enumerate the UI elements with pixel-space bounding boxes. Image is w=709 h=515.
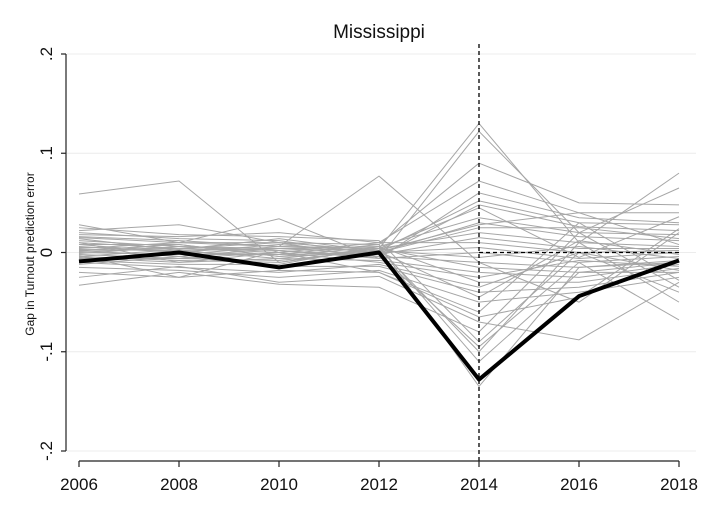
y-axis-label: Gap in Turnout prediction error	[23, 172, 37, 335]
reference-lines	[478, 44, 679, 461]
placebo-series-line	[78, 175, 680, 303]
x-tick-label: 2010	[260, 475, 298, 494]
placebo-series-line	[78, 255, 680, 293]
placebo-series-line	[79, 251, 680, 278]
x-tick-label: 2008	[160, 475, 198, 494]
chart-title: Mississippi	[333, 22, 425, 43]
x-tick-label: 2018	[660, 475, 698, 494]
y-tick-label: 0	[37, 248, 56, 257]
placebo-series-line	[78, 265, 680, 341]
x-tick-label: 2006	[60, 475, 98, 494]
x-tick-label: 2014	[460, 475, 498, 494]
placebo-series-line	[78, 232, 680, 333]
x-tick-label: 2012	[360, 475, 398, 494]
y-tick-label: -.1	[37, 342, 56, 362]
treated-series	[78, 250, 680, 382]
placebo-series-line	[78, 130, 680, 260]
placebo-series-line	[78, 266, 680, 303]
y-tick-label: -.2	[37, 441, 56, 461]
y-tick-label: .1	[37, 146, 56, 160]
x-tick-label: 2016	[560, 475, 598, 494]
y-tick-label: .2	[37, 47, 56, 61]
placebo-series-line	[78, 244, 680, 388]
treated-series-line	[78, 250, 680, 382]
placebo-series-line	[78, 192, 680, 259]
